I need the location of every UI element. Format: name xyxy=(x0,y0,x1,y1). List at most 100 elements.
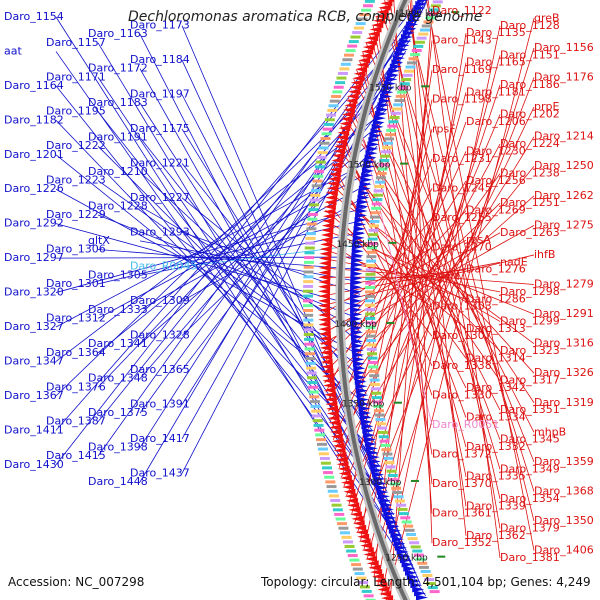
cog-category-block xyxy=(404,528,415,532)
forward-gene-arrow xyxy=(361,423,374,430)
forward-gene-arrow xyxy=(373,476,386,483)
leader-line xyxy=(324,195,535,384)
leader-line xyxy=(338,134,467,389)
cog-category-block xyxy=(394,499,405,503)
reverse-gene-arrow xyxy=(325,189,338,196)
forward-gene-arrow xyxy=(350,306,363,313)
reverse-gene-arrow xyxy=(318,311,331,318)
cog-category-block xyxy=(365,334,376,338)
reverse-gene-arrow xyxy=(338,125,351,132)
cog-category-block xyxy=(310,404,321,408)
gene-label: Daro_1406 xyxy=(534,544,594,557)
cog-category-block xyxy=(380,154,391,158)
cog-category-block xyxy=(368,365,379,369)
cog-category-block xyxy=(365,303,376,307)
reverse-gene-arrow xyxy=(342,106,355,113)
cog-category-block xyxy=(401,78,412,82)
cog-category-block xyxy=(375,417,386,421)
reverse-gene-arrow xyxy=(347,502,360,509)
gene-label: Daro_1341 xyxy=(88,337,148,350)
cog-category-block xyxy=(365,330,376,334)
cog-category-block xyxy=(386,128,397,132)
reverse-gene-arrow xyxy=(371,22,384,29)
forward-gene-arrow xyxy=(353,225,366,232)
forward-gene-arrow xyxy=(412,586,425,593)
gene-label: Daro_1415 xyxy=(46,449,106,462)
gene-label: Daro_1367 xyxy=(4,389,64,402)
reverse-gene-arrow xyxy=(323,203,336,210)
cog-category-block xyxy=(314,165,325,169)
cog-category-block xyxy=(303,270,314,274)
cog-category-block xyxy=(326,113,337,117)
forward-gene-arrow xyxy=(353,369,366,376)
cog-category-block xyxy=(329,99,340,103)
leader-line xyxy=(97,219,365,285)
reverse-gene-arrow xyxy=(360,542,373,549)
leader-line xyxy=(384,0,501,499)
forward-gene-arrow xyxy=(356,392,369,399)
cog-category-block xyxy=(303,308,314,312)
forward-gene-arrow xyxy=(362,163,375,170)
gene-label: Daro_1317 xyxy=(500,374,560,387)
gene-label: Daro_1214 xyxy=(534,130,594,143)
cog-category-block xyxy=(362,4,373,8)
gene-label: Daro_1309 xyxy=(130,294,190,307)
leader-line xyxy=(97,249,361,270)
gene-label: Daro_1164 xyxy=(4,79,64,92)
reverse-gene-arrow xyxy=(328,175,341,182)
forward-gene-arrow xyxy=(375,110,388,117)
cog-category-block xyxy=(308,390,319,394)
forward-gene-arrow xyxy=(357,401,370,408)
reverse-gene-arrow xyxy=(318,302,331,309)
leader-line xyxy=(363,62,467,551)
leader-line xyxy=(370,47,535,569)
cog-category-block xyxy=(335,81,346,85)
cog-category-block xyxy=(427,12,438,16)
cog-category-block xyxy=(375,176,386,180)
reverse-gene-arrow xyxy=(321,222,334,229)
gene-label: Daro_1245 xyxy=(432,181,492,194)
cog-category-block xyxy=(319,141,330,145)
gene-label: Daro_1303 xyxy=(432,300,492,313)
cog-category-block xyxy=(425,582,436,586)
cog-category-block xyxy=(359,585,370,589)
forward-gene-arrow xyxy=(372,119,385,126)
gene-label: Daro_1312 xyxy=(46,311,106,324)
gene-label: Daro_1195 xyxy=(46,105,106,118)
cog-category-block xyxy=(332,508,343,512)
forward-gene-arrow xyxy=(399,557,412,564)
gene-label: Daro_1262 xyxy=(534,189,594,202)
cog-category-block xyxy=(401,520,412,524)
reverse-gene-arrow xyxy=(326,410,339,417)
cog-category-block xyxy=(337,522,348,526)
gene-label: Daro_1332 xyxy=(466,440,526,453)
cog-category-block xyxy=(306,366,317,370)
forward-gene-arrow xyxy=(380,502,393,509)
forward-gene-arrow xyxy=(350,333,363,340)
scale-tick-label: 1300 kbp xyxy=(359,478,402,488)
gene-label: Daro_1313 xyxy=(466,322,526,335)
forward-gene-arrow xyxy=(351,257,364,264)
gene-label: Daro_1169 xyxy=(432,63,492,76)
reverse-gene-arrow xyxy=(345,497,358,504)
cog-category-block xyxy=(388,120,399,124)
gene-label: Daro_1320 xyxy=(4,286,64,299)
cog-category-block xyxy=(408,57,419,61)
gene-label: Daro_1347 xyxy=(4,354,64,367)
gene-label: Daro_1224 xyxy=(500,137,560,150)
cog-category-block xyxy=(308,385,319,389)
reverse-gene-arrow xyxy=(323,387,336,394)
gene-label: Daro_1299 xyxy=(500,314,560,327)
cog-category-block xyxy=(367,356,378,360)
leader-line xyxy=(55,109,387,362)
gene-label: Daro_1238 xyxy=(500,167,560,180)
cog-category-block xyxy=(383,141,394,145)
gene-label: Daro_1398 xyxy=(88,441,148,454)
cog-category-block xyxy=(313,423,324,427)
forward-gene-arrow xyxy=(384,514,397,521)
cog-category-block xyxy=(311,184,322,188)
forward-gene-arrow xyxy=(401,561,414,568)
gene-label: Daro_1381 xyxy=(500,551,560,564)
reverse-gene-arrow xyxy=(318,297,331,304)
